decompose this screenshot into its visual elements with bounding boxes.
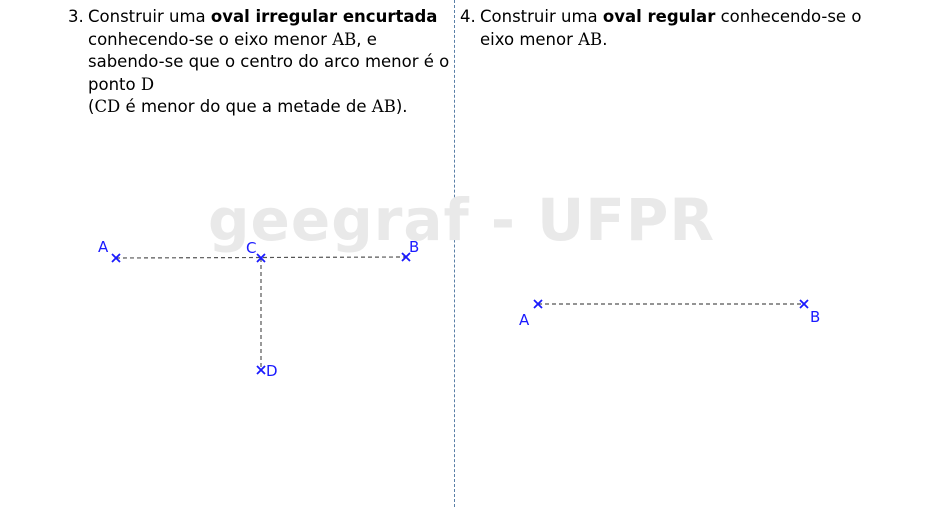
column-divider (454, 0, 455, 507)
figure-3: A C B D (98, 238, 419, 380)
figure-4: A B (519, 299, 820, 329)
point-a-marker (111, 253, 121, 263)
label-a: A (519, 311, 530, 329)
p3-math-d: D (140, 74, 155, 94)
p4-bold-title: oval regular (602, 7, 716, 26)
p3-math-ab-2: AB (371, 97, 396, 116)
problem-4-text: Construir uma oval regular conhecendo-se… (460, 6, 900, 51)
label-a: A (98, 238, 109, 256)
p3-math-cd: CD (94, 97, 121, 116)
label-d: D (266, 362, 278, 380)
point-c-marker (256, 253, 266, 263)
problem-4-number: 4. (460, 7, 476, 26)
p4-text-3: . (602, 29, 608, 49)
point-d-marker (256, 365, 266, 375)
p3-text-6: ). (395, 97, 408, 116)
point-a-marker (533, 299, 543, 309)
p3-text-4: ( (88, 97, 95, 116)
watermark: geegraf - UFPR (208, 186, 716, 254)
label-b: B (810, 308, 820, 326)
problem-3-number: 3. (68, 7, 84, 26)
p4-math-ab: AB (578, 29, 603, 49)
label-b: B (409, 238, 419, 256)
p3-text-3: , e sabendo-se que o centro do arco meno… (88, 29, 450, 94)
segment-ab-left (115, 256, 407, 259)
problem-4: 4. Construir uma oval regular conhecendo… (460, 6, 900, 51)
p3-text-2: conhecendo-se o eixo menor (88, 29, 333, 49)
p3-bold-title: oval irregular encurtada (210, 7, 438, 26)
p4-text-2: conhecendo-se o eixo menor (480, 7, 862, 49)
problem-3: 3. Construir uma oval irregular encurtad… (68, 6, 458, 119)
point-b-marker (401, 252, 411, 262)
problem-3-text: Construir uma oval irregular encurtada co… (68, 6, 458, 119)
p3-text-5: é menor do que a metade de (120, 97, 372, 116)
point-b-marker (799, 299, 809, 309)
p3-math-ab: AB (332, 29, 357, 49)
p4-text-1: Construir uma (480, 7, 603, 26)
label-c: C (246, 239, 256, 257)
p3-text-1: Construir uma (88, 7, 211, 26)
